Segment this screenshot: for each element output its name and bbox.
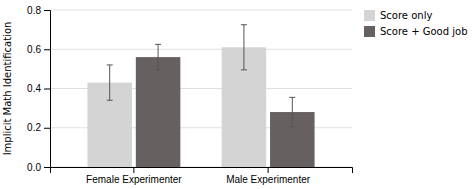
axis-line xyxy=(44,11,51,168)
grid xyxy=(50,10,352,167)
tick-label: 0.2 xyxy=(27,122,41,133)
error-bar xyxy=(107,65,113,100)
error-bar xyxy=(155,44,161,70)
y-axis-title: Implicit Math Identification xyxy=(2,22,13,156)
series xyxy=(87,25,266,167)
tick-label: 0.8 xyxy=(27,5,41,16)
tick-mark xyxy=(44,10,50,11)
chart: 0.0 0.2 0.4 0.6 0.8 Female Experimenter Male E… xyxy=(0,0,474,189)
axis-line xyxy=(51,168,353,174)
tick: Male Experimenter xyxy=(226,167,311,185)
legend-label: Score + Good job xyxy=(380,26,468,37)
legend-item: Score + Good job xyxy=(364,26,468,37)
x-axis: Female Experimenter Male Experimenter xyxy=(51,167,353,185)
legend-label: Score only xyxy=(380,10,432,21)
error-bar xyxy=(241,25,247,70)
tick-label: 0.4 xyxy=(27,83,41,94)
tick-mark xyxy=(44,167,50,168)
tick-mark xyxy=(268,167,269,173)
tick-mark xyxy=(44,89,50,90)
grid-line xyxy=(50,49,352,50)
tick: 0.0 xyxy=(27,162,50,173)
tick-label: Male Experimenter xyxy=(226,174,311,185)
tick: 0.6 xyxy=(27,44,50,55)
tick-label: 0.0 xyxy=(27,162,41,173)
tick-label: Female Experimenter xyxy=(86,174,182,185)
tick: 0.4 xyxy=(27,83,50,94)
tick-mark xyxy=(44,128,50,129)
series xyxy=(136,44,315,167)
error-bar xyxy=(289,97,295,126)
grid-line xyxy=(50,10,352,11)
tick: 0.2 xyxy=(27,122,50,133)
tick-mark xyxy=(44,49,50,50)
bar xyxy=(136,57,181,167)
tick: 0.8 xyxy=(27,5,50,16)
legend-item: Score only xyxy=(364,10,432,21)
plot: 0.0 0.2 0.4 0.6 0.8 Female Experimenter Male E… xyxy=(2,5,468,185)
tick: Female Experimenter xyxy=(86,167,182,185)
marks xyxy=(87,25,314,167)
tick-mark xyxy=(133,167,134,173)
tick-label: 0.6 xyxy=(27,44,41,55)
legend-swatch xyxy=(364,10,375,21)
legend: Score only Score + Good job xyxy=(364,10,468,37)
y-axis: 0.0 0.2 0.4 0.6 0.8 xyxy=(27,5,50,173)
legend-swatch xyxy=(364,26,375,37)
